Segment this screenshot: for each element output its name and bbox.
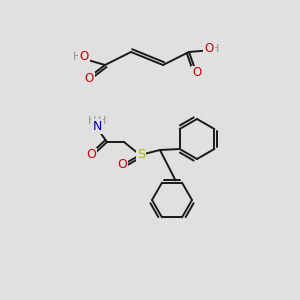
Text: O: O: [84, 73, 94, 85]
Text: O: O: [86, 148, 96, 161]
Text: O: O: [192, 67, 202, 80]
Text: O: O: [80, 50, 88, 64]
Text: H: H: [88, 116, 96, 126]
Text: S: S: [137, 148, 145, 160]
Text: H: H: [211, 44, 219, 54]
Text: H: H: [73, 52, 81, 62]
Text: O: O: [204, 43, 214, 56]
Text: H: H: [98, 116, 106, 126]
Text: O: O: [117, 158, 127, 172]
Text: N: N: [92, 119, 102, 133]
